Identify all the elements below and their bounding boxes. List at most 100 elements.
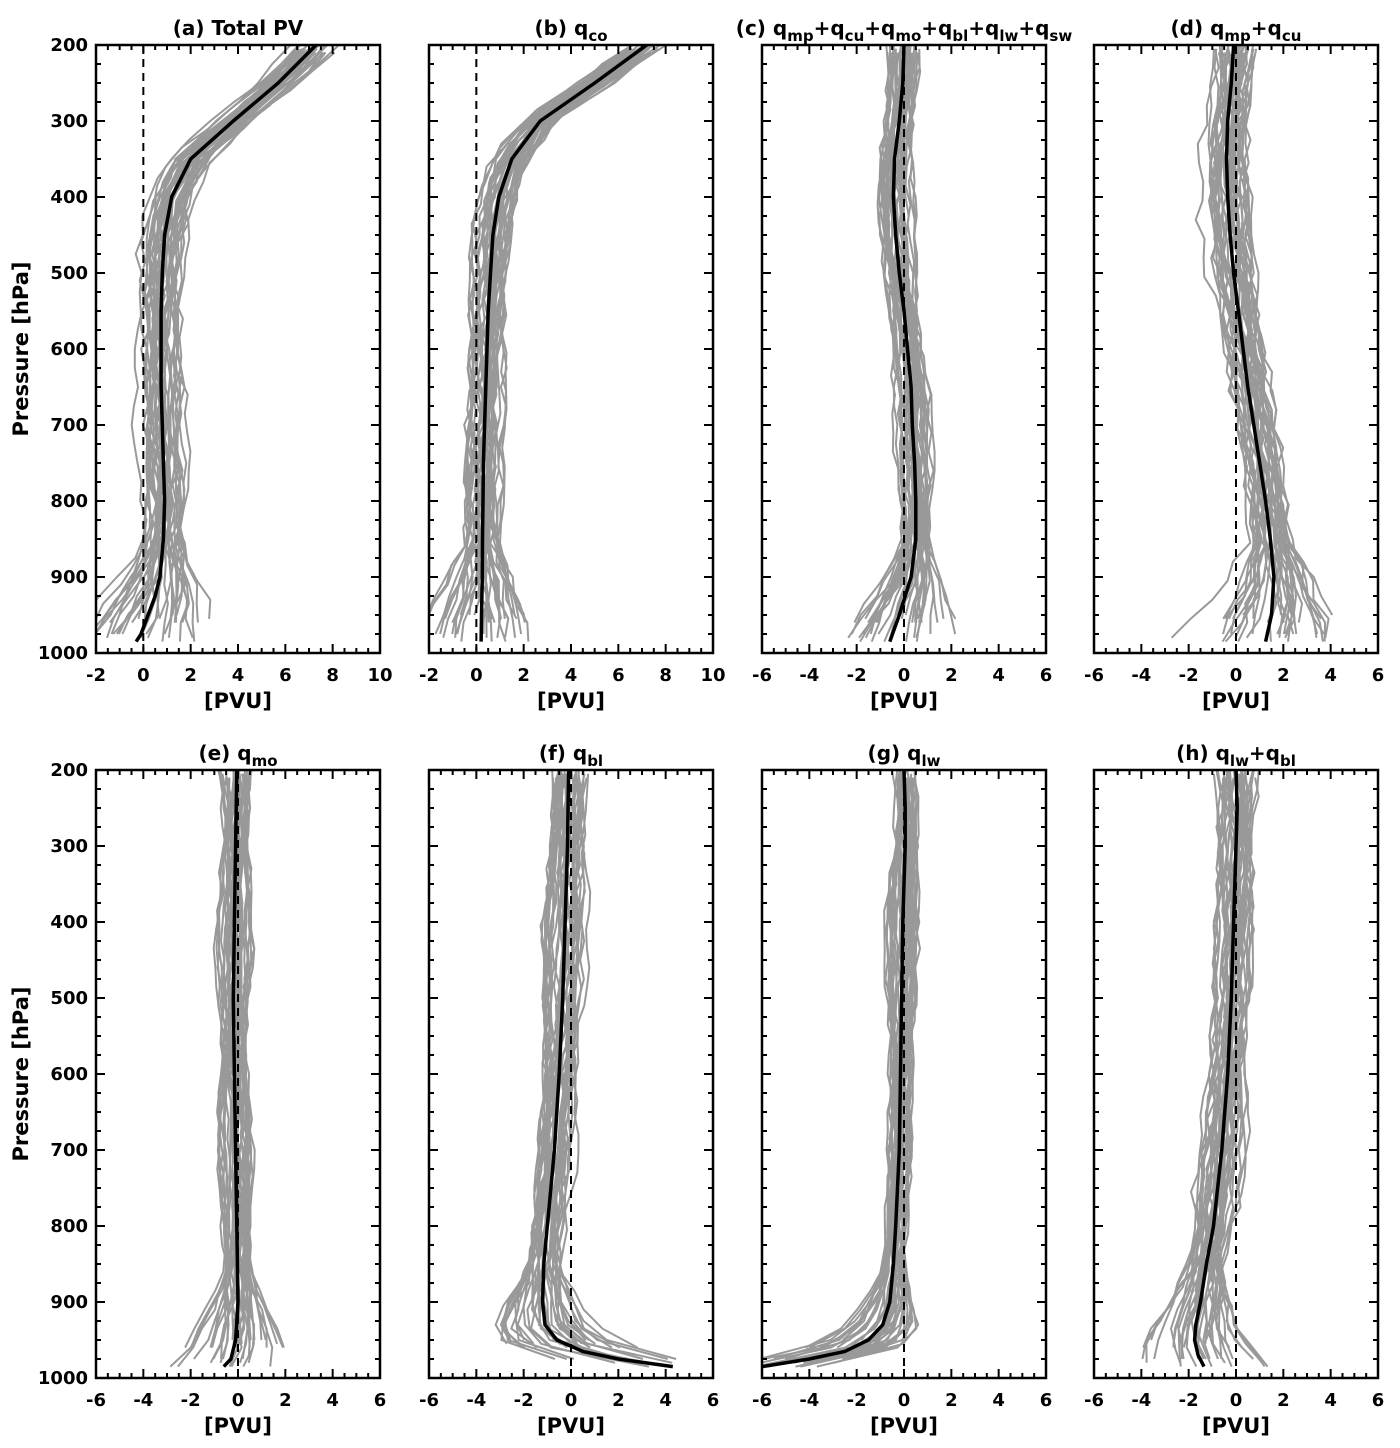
y-tick-label: 900 bbox=[50, 1292, 88, 1313]
panel-d: -6 -4 -2 0 2 4 6 [PVU] (d) qmp+qcu bbox=[1084, 16, 1384, 713]
x-tick-label: 6 bbox=[1040, 665, 1053, 686]
panel-h: -6 -4 -2 0 2 4 6 [PVU] (h) qlw+qbl bbox=[1084, 741, 1384, 1438]
panel-title: (c) qmp+qcu+qmo+qbl+qlw+qsw bbox=[736, 16, 1073, 45]
title-subscript: co bbox=[588, 27, 607, 45]
x-tick-label: -6 bbox=[1084, 665, 1104, 686]
y-tick-label: 300 bbox=[50, 111, 88, 132]
ensemble-members bbox=[494, 770, 677, 1368]
ensemble-line bbox=[489, 48, 649, 620]
ensemble-line bbox=[1216, 777, 1266, 1368]
ensemble-line bbox=[526, 777, 650, 1368]
x-axis-label: [PVU] bbox=[870, 689, 938, 713]
x-tick-label: 8 bbox=[326, 665, 339, 686]
ensemble-line bbox=[143, 51, 298, 623]
x-tick-label: -4 bbox=[1131, 1390, 1151, 1411]
title-main: (h) q bbox=[1176, 741, 1230, 765]
x-tick-label: -6 bbox=[752, 1390, 772, 1411]
ensemble-line bbox=[1203, 773, 1244, 1344]
ensemble-members bbox=[429, 45, 667, 642]
ensemble-members bbox=[1141, 770, 1269, 1368]
title-subscript: lw bbox=[999, 27, 1018, 45]
x-tick-label: 0 bbox=[137, 665, 150, 686]
y-tick-label: 700 bbox=[50, 1140, 88, 1161]
y-axis-label: Pressure [hPa] bbox=[9, 262, 33, 437]
ensemble-line bbox=[1217, 777, 1260, 1367]
mean-line bbox=[222, 770, 240, 1368]
x-tick-label: 4 bbox=[326, 1390, 339, 1411]
title-text: +q bbox=[921, 16, 952, 40]
title-main: (d) q bbox=[1171, 16, 1225, 40]
y-tick-label: 1000 bbox=[38, 1368, 88, 1389]
x-tick-label: 6 bbox=[279, 665, 292, 686]
panel-g: -6 -4 -2 0 2 4 6 [PVU] (g) qlw bbox=[752, 741, 1052, 1438]
x-tick-label: -2 bbox=[86, 665, 106, 686]
x-tick-label: 0 bbox=[565, 1390, 578, 1411]
mean-line bbox=[762, 770, 907, 1369]
x-tick-label: -4 bbox=[799, 1390, 819, 1411]
ensemble-line bbox=[106, 48, 299, 639]
panel-title: (a) Total PV bbox=[173, 16, 304, 40]
ensemble-line bbox=[842, 770, 899, 1341]
ensemble-line bbox=[1241, 48, 1330, 638]
ensemble-members bbox=[96, 45, 340, 642]
x-tick-label: -4 bbox=[799, 665, 819, 686]
title-subscript: mo bbox=[252, 752, 278, 770]
ensemble-line bbox=[863, 777, 916, 1349]
title-main: (a) Total PV bbox=[173, 16, 304, 40]
panel-c: -6 -4 -2 0 2 4 6[PVU](c) qmp+qcu+qmo+qbl+qlw+q… bbox=[736, 16, 1073, 713]
x-tick-label: -6 bbox=[1084, 1390, 1104, 1411]
x-tick-label: 0 bbox=[470, 665, 483, 686]
mean-line bbox=[134, 45, 318, 643]
title-subscript: cu bbox=[1282, 27, 1302, 45]
ensemble-members bbox=[169, 770, 285, 1368]
ensemble-line bbox=[1170, 48, 1252, 639]
y-tick-label: 400 bbox=[50, 187, 88, 208]
y-axis-label: Pressure [hPa] bbox=[9, 987, 33, 1162]
panel-title: (e) qmo bbox=[198, 741, 277, 770]
y-tick-label: 900 bbox=[50, 567, 88, 588]
mean-line bbox=[1224, 45, 1276, 642]
ensemble-line bbox=[1207, 48, 1257, 620]
mean-line bbox=[479, 45, 648, 642]
y-tick-label: 600 bbox=[50, 1064, 88, 1085]
title-text: +q bbox=[1018, 16, 1049, 40]
x-tick-label: 2 bbox=[279, 1390, 292, 1411]
x-tick-label: 10 bbox=[700, 665, 725, 686]
title-text: +q bbox=[968, 16, 999, 40]
ensemble-line bbox=[480, 47, 644, 638]
y-tick-label: 300 bbox=[50, 836, 88, 857]
title-main: (b) q bbox=[534, 16, 588, 40]
x-tick-label: -2 bbox=[1179, 1390, 1199, 1411]
ensemble-line bbox=[1150, 770, 1226, 1341]
ensemble-line bbox=[238, 777, 255, 1368]
title-subscript: mp bbox=[787, 27, 814, 45]
x-tick-label: -2 bbox=[1179, 665, 1199, 686]
x-tick-label: 2 bbox=[517, 665, 530, 686]
ensemble-line bbox=[850, 45, 904, 635]
x-tick-label: 0 bbox=[232, 1390, 245, 1411]
title-subscript: sw bbox=[1049, 27, 1072, 45]
y-tick-label: 700 bbox=[50, 415, 88, 436]
x-tick-label: 4 bbox=[565, 665, 578, 686]
ensemble-line bbox=[217, 773, 234, 1364]
x-tick-label: -2 bbox=[419, 665, 439, 686]
y-tick-label: 800 bbox=[50, 1216, 88, 1237]
title-subscript: cu bbox=[845, 27, 865, 45]
x-tick-label: 4 bbox=[232, 665, 245, 686]
ensemble-members bbox=[1170, 45, 1334, 643]
panel-f: -6 -4 -2 0 2 4 6 [PVU] (f) qbl bbox=[419, 741, 719, 1438]
x-tick-label: 4 bbox=[1324, 1390, 1337, 1411]
ensemble-line bbox=[762, 777, 903, 1361]
y-tick-label: 500 bbox=[50, 988, 88, 1009]
ensemble-line bbox=[1190, 770, 1236, 1360]
x-axis-label: [PVU] bbox=[537, 689, 605, 713]
x-tick-label: -6 bbox=[86, 1390, 106, 1411]
x-tick-label: 2 bbox=[1277, 665, 1290, 686]
title-subscript: mo bbox=[895, 27, 921, 45]
title-main: (g) q bbox=[868, 741, 922, 765]
x-tick-label: 2 bbox=[612, 1390, 625, 1411]
title-main: (f) q bbox=[539, 741, 587, 765]
y-tick-label: 200 bbox=[50, 760, 88, 781]
ensemble-line bbox=[479, 51, 638, 623]
ensemble-line bbox=[489, 45, 661, 616]
